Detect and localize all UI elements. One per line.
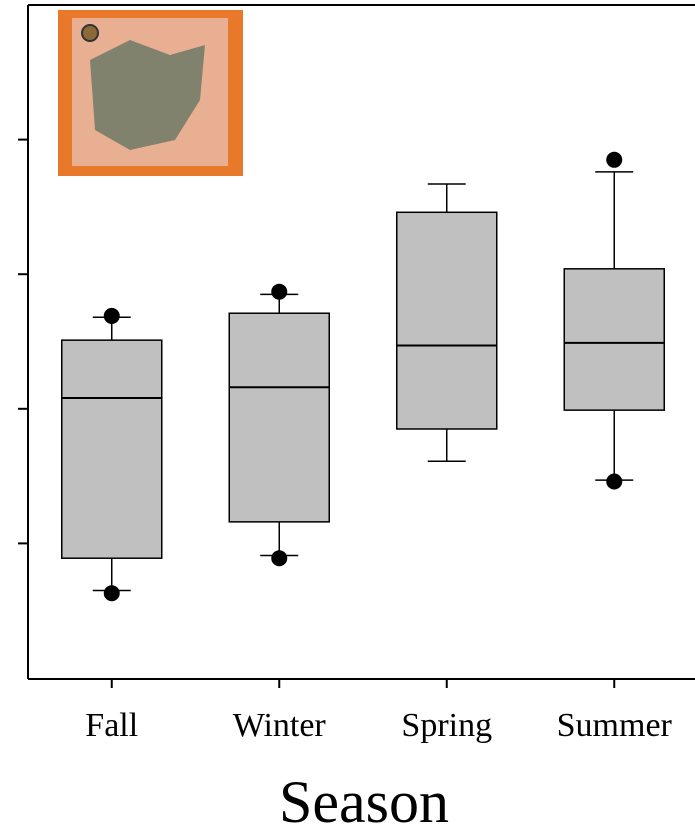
box xyxy=(61,339,163,559)
x-tick-label: Winter xyxy=(233,707,327,744)
x-axis-title: Season xyxy=(279,769,449,834)
outlier xyxy=(606,473,623,490)
outlier xyxy=(271,283,288,300)
x-tick-label: Fall xyxy=(85,707,138,744)
leaves xyxy=(90,40,205,150)
outlier xyxy=(103,585,120,602)
outlier xyxy=(103,307,120,324)
x-tick-label: Spring xyxy=(401,707,492,744)
outlier xyxy=(606,151,623,168)
box xyxy=(228,312,330,523)
inset-photo xyxy=(58,10,243,176)
outlier xyxy=(271,550,288,567)
grommet xyxy=(81,24,99,42)
box xyxy=(563,268,665,411)
box xyxy=(396,211,498,430)
x-tick-label: Summer xyxy=(557,707,673,744)
